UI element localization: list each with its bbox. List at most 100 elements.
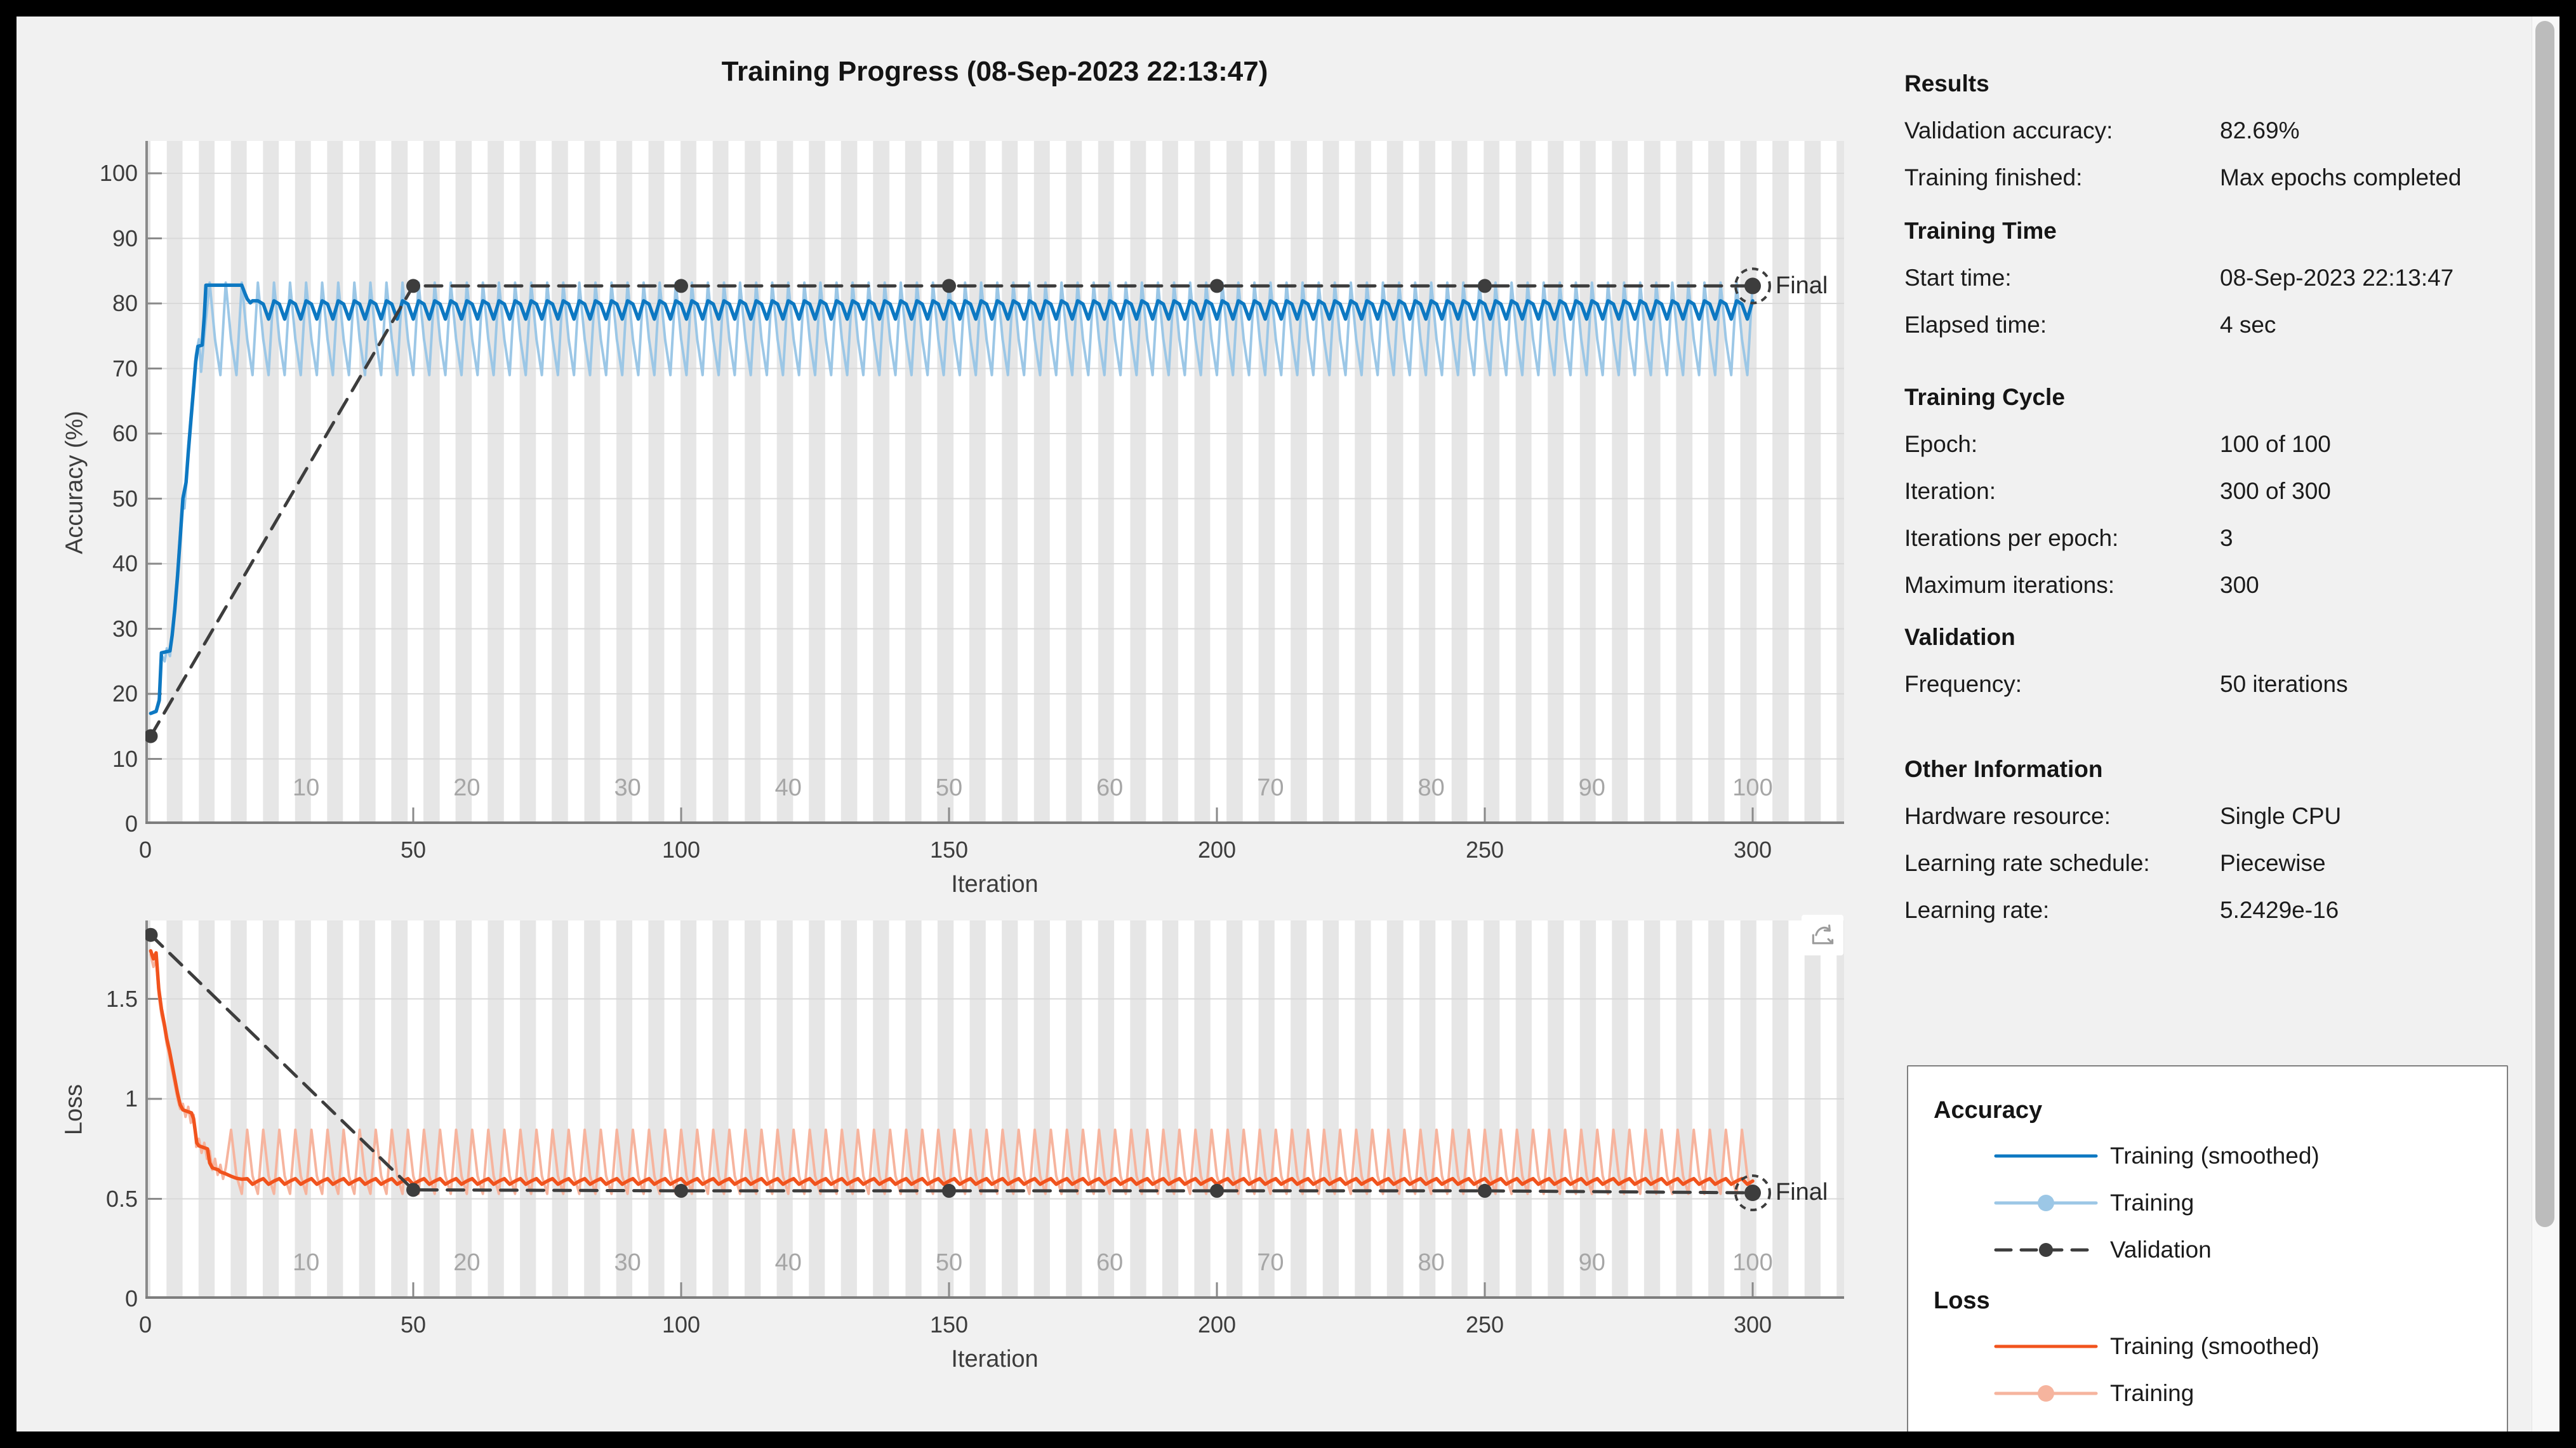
legend-header-accuracy: Accuracy bbox=[1934, 1097, 2043, 1124]
info-row-label: Hardware resource: bbox=[1904, 803, 2111, 829]
info-row: Epoch: 100 of 100 bbox=[1904, 421, 2507, 468]
loss-chart: 10 20 30 40 50 60 70 80 90 100 bbox=[145, 920, 1844, 1299]
legend-item-loss-training-smoothed-: Training (smoothed) bbox=[1934, 1323, 2507, 1370]
loss-x-tick-label: 50 bbox=[400, 1312, 427, 1338]
accuracy-x-tick-label: 50 bbox=[400, 837, 427, 863]
legend-sample-svg bbox=[1994, 1243, 2098, 1257]
legend-item-label: Training (smoothed) bbox=[2110, 1143, 2320, 1169]
loss-epoch-label: 60 bbox=[1096, 1249, 1124, 1276]
loss-validation-point bbox=[1210, 1183, 1224, 1198]
panel-scrollbar[interactable] bbox=[2532, 17, 2559, 1431]
info-row: Frequency: 50 iterations bbox=[1904, 661, 2507, 708]
loss-epoch-label: 40 bbox=[774, 1249, 802, 1276]
accuracy-final-ring bbox=[1734, 267, 1771, 305]
info-row-value: Piecewise bbox=[2220, 850, 2326, 876]
info-row-label: Epoch: bbox=[1904, 431, 1978, 457]
accuracy-y-tick-label: 80 bbox=[112, 290, 138, 316]
accuracy-series-training-smoothed- bbox=[149, 283, 1755, 715]
info-row: Iterations per epoch: 3 bbox=[1904, 515, 2507, 562]
legend-line-sample-icon bbox=[1993, 1334, 2099, 1359]
loss-epoch-label: 50 bbox=[935, 1249, 963, 1276]
info-row-value: 08-Sep-2023 22:13:47 bbox=[2220, 265, 2454, 291]
legend-item-accuracy-training-smoothed-: Training (smoothed) bbox=[1934, 1132, 2507, 1179]
legend-line-sample-icon bbox=[1993, 1237, 2099, 1263]
info-section-header: Results bbox=[1904, 70, 1989, 96]
accuracy-y-tick-label: 20 bbox=[112, 681, 138, 707]
info-row-value: 50 iterations bbox=[2220, 671, 2348, 697]
info-section-training-time: Training Time Start time: 08-Sep-2023 22:1… bbox=[1904, 208, 2507, 349]
accuracy-epoch-label: 100 bbox=[1732, 774, 1773, 801]
info-section-header: Other Information bbox=[1904, 756, 2103, 782]
info-row-label: Iterations per epoch: bbox=[1904, 525, 2119, 551]
loss-epoch-label: 70 bbox=[1257, 1249, 1284, 1276]
info-row: Start time: 08-Sep-2023 22:13:47 bbox=[1904, 255, 2507, 302]
info-row: Elapsed time: 4 sec bbox=[1904, 302, 2507, 349]
accuracy-final-point bbox=[1744, 277, 1761, 295]
info-row: Hardware resource: Single CPU bbox=[1904, 793, 2507, 840]
accuracy-epoch-label: 50 bbox=[935, 774, 963, 801]
legend-sample-svg bbox=[1994, 1345, 2098, 1348]
legend-sample-marker bbox=[2038, 1195, 2054, 1211]
loss-epoch-label: 80 bbox=[1417, 1249, 1445, 1276]
loss-final-ring bbox=[1734, 1174, 1771, 1212]
accuracy-y-tick-label: 0 bbox=[124, 811, 138, 837]
accuracy-epoch-label: 10 bbox=[293, 774, 320, 801]
info-row-value: Single CPU bbox=[2220, 803, 2342, 829]
loss-epoch-label: 10 bbox=[293, 1249, 320, 1276]
accuracy-final-label: Final bbox=[1776, 272, 1828, 299]
accuracy-series-validation bbox=[149, 284, 1755, 738]
legend-line-sample-icon bbox=[1993, 1143, 2099, 1169]
info-row-label: Validation accuracy: bbox=[1904, 117, 2113, 143]
accuracy-validation-point bbox=[674, 279, 688, 293]
loss-x-tick-label: 100 bbox=[661, 1312, 701, 1338]
accuracy-epoch-label: 30 bbox=[614, 774, 641, 801]
accuracy-epoch-label: 90 bbox=[1578, 774, 1605, 801]
info-row-label: Training finished: bbox=[1904, 164, 2083, 190]
legend-item-label: Training bbox=[2110, 1190, 2194, 1216]
accuracy-chart: 10 20 30 40 50 60 70 80 90 100 bbox=[145, 141, 1844, 824]
info-section-header: Validation bbox=[1904, 624, 2015, 650]
loss-series-training bbox=[149, 953, 1754, 1195]
accuracy-x-tick-label: 300 bbox=[1733, 837, 1772, 863]
info-row-value: 82.69% bbox=[2220, 117, 2300, 143]
axes-toolbar-export-button[interactable] bbox=[1802, 915, 1843, 955]
info-section-header: Training Cycle bbox=[1904, 384, 2065, 410]
accuracy-y-tick-label: 60 bbox=[112, 420, 138, 446]
loss-x-tick-label: 150 bbox=[929, 1312, 969, 1338]
info-row-value: 3 bbox=[2220, 525, 2233, 551]
loss-plot-canvas bbox=[145, 920, 1844, 1299]
info-row: Validation accuracy: 82.69% bbox=[1904, 107, 2507, 154]
info-section-other-information: Other Information Hardware resource: Singl… bbox=[1904, 746, 2507, 934]
loss-y-tick-label: 0.5 bbox=[105, 1185, 138, 1212]
loss-validation-point bbox=[942, 1183, 956, 1198]
accuracy-epoch-label: 40 bbox=[774, 774, 802, 801]
export-figure-arrow-icon bbox=[1812, 924, 1834, 945]
accuracy-y-tick-label: 40 bbox=[112, 550, 138, 576]
info-row: Training finished: Max epochs completed bbox=[1904, 154, 2507, 201]
accuracy-validation-point bbox=[406, 279, 420, 293]
loss-x-tick-label: 200 bbox=[1197, 1312, 1237, 1338]
accuracy-y-tick-label: 50 bbox=[112, 485, 138, 512]
accuracy-x-tick-label: 0 bbox=[138, 837, 152, 863]
info-row-label: Frequency: bbox=[1904, 671, 2022, 697]
loss-validation-point bbox=[1478, 1183, 1492, 1198]
info-row-label: Maximum iterations: bbox=[1904, 572, 2115, 598]
loss-validation-point bbox=[145, 927, 158, 942]
accuracy-y-tick-label: 30 bbox=[112, 615, 138, 642]
accuracy-plot-canvas bbox=[145, 141, 1844, 824]
loss-epoch-label: 20 bbox=[453, 1249, 481, 1276]
info-row: Learning rate schedule: Piecewise bbox=[1904, 840, 2507, 887]
legend-header-loss: Loss bbox=[1934, 1287, 1990, 1314]
info-row-value: 5.2429e-16 bbox=[2220, 897, 2339, 923]
loss-x-tick-label: 0 bbox=[138, 1312, 152, 1338]
accuracy-y-tick-label: 100 bbox=[99, 160, 138, 186]
panel-scrollbar-thumb[interactable] bbox=[2535, 21, 2554, 1227]
loss-series-training-smoothed- bbox=[149, 949, 1755, 1186]
legend-sample-svg bbox=[1994, 1385, 2098, 1402]
info-row-label: Learning rate schedule: bbox=[1904, 850, 2150, 876]
legend-item-accuracy-validation: Validation bbox=[1934, 1226, 2507, 1273]
info-row-value: Max epochs completed bbox=[2220, 164, 2462, 190]
loss-epoch-label: 30 bbox=[614, 1249, 641, 1276]
accuracy-epoch-label: 80 bbox=[1417, 774, 1445, 801]
